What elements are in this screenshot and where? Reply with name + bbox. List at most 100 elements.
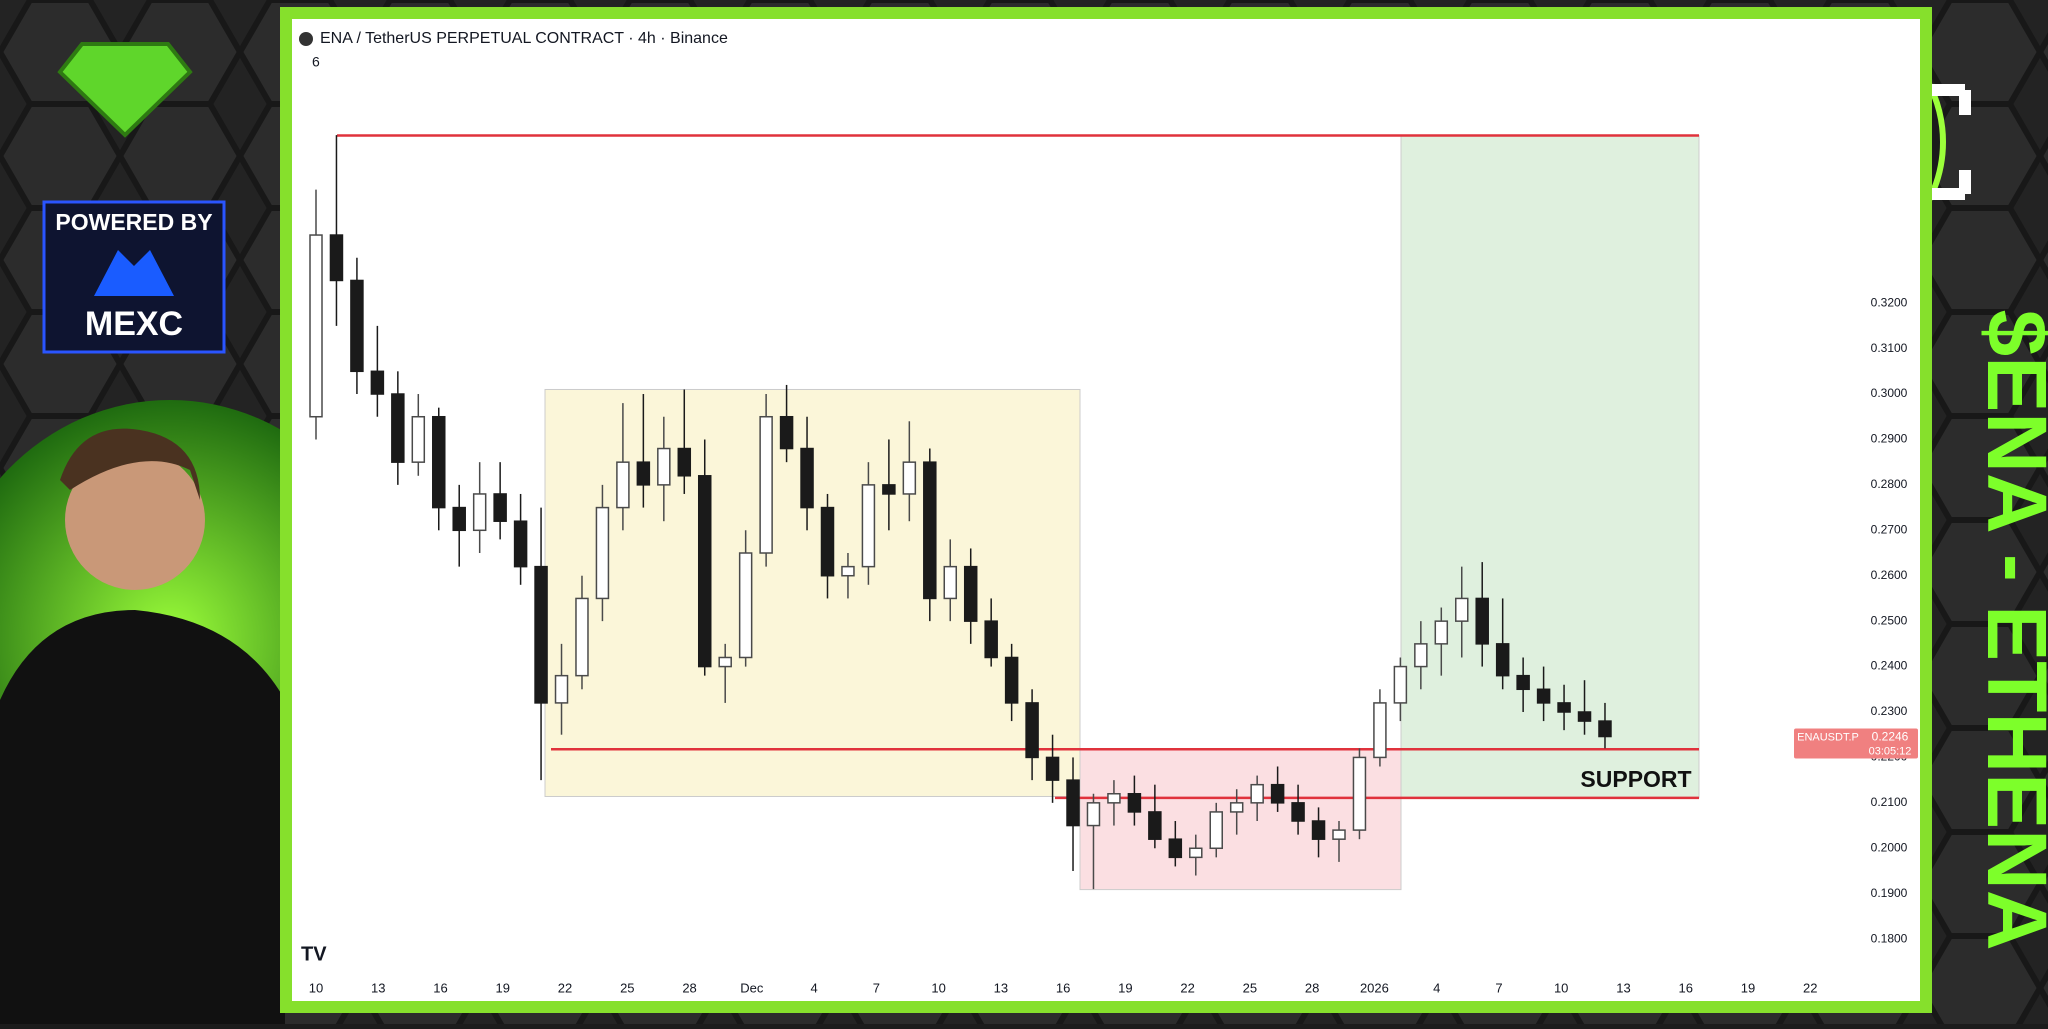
mexc: MEXC [85,305,183,343]
candle-body [370,370,385,395]
candle-body [1066,779,1080,827]
candle-body [902,461,917,495]
candle-body [923,461,937,600]
candle-body [943,565,958,600]
x-tick-label: 19 [1118,980,1132,995]
x-tick-label: 7 [873,980,880,995]
candle-body [1311,820,1326,840]
x-tick-label: 16 [1056,980,1070,995]
x-tick-label: 22 [1803,980,1817,995]
zone [1079,748,1402,891]
x-tick-label: 28 [682,980,696,995]
candle-body [1004,656,1019,704]
candle-body [452,506,466,532]
x-tick-label: 4 [810,980,817,995]
x-tick-label: 19 [496,980,510,995]
candle-body [1434,620,1449,645]
candle-body [718,656,732,668]
candle-body [1086,802,1101,827]
person-hair [60,428,200,500]
powered-by: POWERED BY [55,209,212,235]
candle-body [738,552,753,659]
candle-body [554,674,569,704]
y-tick-label: 0.2700 [1871,522,1908,536]
y-tick-label: 0.3200 [1871,295,1908,309]
candle-body [1291,802,1305,822]
x-tick-label: 25 [620,980,634,995]
x-tick-label: 16 [1678,980,1692,995]
mexc-logo [94,250,174,296]
candle-body [1168,838,1183,859]
candle-body [1209,811,1223,850]
candle-body [391,393,405,463]
candle-body [616,461,630,509]
chart-title: ENA / TetherUS PERPETUAL CONTRACT · 4h ·… [320,30,728,47]
candle-body [493,493,507,522]
x-tick-label: 19 [1741,980,1755,995]
y-tick-label: 0.3100 [1871,341,1908,355]
candle-body [1352,756,1367,831]
candle-body [1455,597,1469,622]
candle-body [1332,829,1346,840]
x-tick-label: 7 [1495,980,1502,995]
price-tag-countdown: 03:05:12 [1869,745,1912,757]
candle-body [575,597,589,677]
y-tick-label: 0.2000 [1871,840,1908,854]
person-head [65,450,205,590]
candle-body [309,234,323,418]
y-tick-label: 0.2600 [1871,568,1908,582]
x-tick-label: Dec [740,980,764,995]
candle-body [1495,643,1510,677]
candle-body [472,493,487,532]
candle-body [779,415,794,450]
x-tick-label: 25 [1243,980,1257,995]
indicator-count: 6 [312,54,320,70]
candle-body [432,415,446,509]
candle-body [636,461,651,486]
candle-body [1475,597,1489,645]
x-tick-label: 22 [1180,980,1194,995]
candle-body [1414,643,1428,668]
candle-body [350,279,364,373]
candle-body [1577,711,1592,722]
candle-body [411,415,426,463]
candle-body [1373,702,1387,759]
candle-body [759,415,773,554]
x-tick-label: 13 [371,980,385,995]
x-tick-label: 10 [309,980,323,995]
y-tick-label: 0.2900 [1871,432,1908,446]
y-tick-label: 0.2800 [1871,477,1908,491]
y-tick-label: 0.3000 [1871,386,1908,400]
x-tick-label: 13 [994,980,1008,995]
candle-body [697,475,712,668]
symbol-icon [299,32,313,46]
x-tick-label: 10 [1554,980,1568,995]
candle-body [1025,702,1039,759]
price-tag-symbol: ENAUSDT.P [1797,731,1859,743]
candle-body [677,447,692,477]
candle-body [657,447,671,486]
y-tick-label: 0.2100 [1871,795,1908,809]
zone [1400,135,1700,799]
candle-body [1557,702,1571,713]
x-tick-label: 28 [1305,980,1319,995]
candle-body [841,565,855,577]
plot: 0.18000.19000.20000.21000.22000.23000.24… [309,134,1918,995]
candle-body [861,484,876,568]
candle-body [1250,783,1264,804]
x-tick-label: 4 [1433,980,1440,995]
candle-body [329,234,344,282]
x-tick-label: 2026 [1360,980,1389,995]
price-tag-bg [1794,728,1918,759]
side-title: $ENA - ETHENA [1970,310,2048,951]
y-tick-label: 0.1900 [1871,886,1908,900]
y-tick-label: 0.2500 [1871,613,1908,627]
y-tick-label: 0.2400 [1871,659,1908,673]
support-label: SUPPORT [1580,766,1691,792]
candle-body [595,506,610,600]
price-tag-price: 0.2246 [1872,730,1909,744]
candle-body [1127,793,1142,813]
candle-body [1516,674,1530,691]
